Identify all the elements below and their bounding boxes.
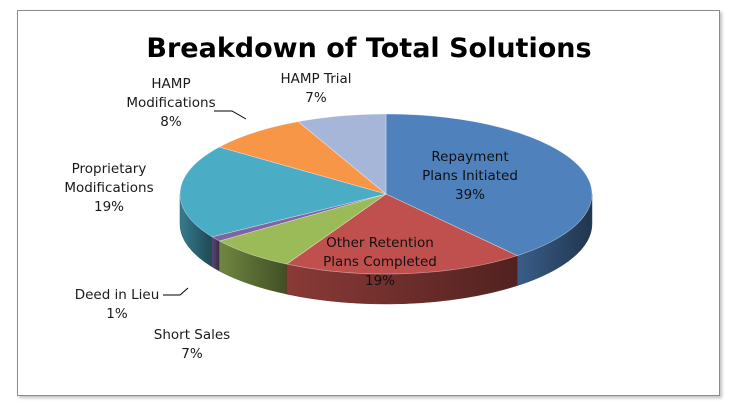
chart-title: Breakdown of Total Solutions xyxy=(146,33,591,64)
pie-tops xyxy=(179,113,593,275)
slice-name-label: Repayment xyxy=(431,149,508,165)
leader-line xyxy=(214,110,247,120)
pie-slice xyxy=(297,113,387,195)
slice-name-label: HAMP Trial xyxy=(280,71,351,87)
pie-slice xyxy=(286,193,519,275)
slice-side xyxy=(211,236,220,272)
pie-slice xyxy=(385,113,593,256)
pie-chart: Breakdown of Total Solutions Repayment Pl… xyxy=(64,33,593,362)
slice-percent-label: 19% xyxy=(94,199,124,215)
slice-percent-label: 39% xyxy=(455,187,485,203)
slice-name-label: Deed in Lieu xyxy=(75,287,160,303)
leader-line xyxy=(163,287,189,296)
slice-name-label: Modifications xyxy=(126,95,215,111)
slice-percent-label: 7% xyxy=(181,346,203,362)
slice-percent-label: 1% xyxy=(106,306,128,322)
slice-percent-label: 19% xyxy=(365,273,395,289)
slice-name-label: Short Sales xyxy=(154,327,230,343)
slice-name-label: Other Retention xyxy=(326,235,434,251)
chart-frame: Breakdown of Total Solutions Repayment Pl… xyxy=(17,10,720,396)
slice-name-label: Plans Completed xyxy=(323,254,437,270)
pie-slice xyxy=(218,121,387,195)
leader-lines xyxy=(163,110,247,296)
slice-name-label: Plans Initiated xyxy=(422,168,518,184)
pie-slice xyxy=(179,146,388,238)
pie-sides xyxy=(179,193,593,305)
slice-name-label: Proprietary xyxy=(72,161,147,177)
slice-percent-label: 7% xyxy=(305,90,327,106)
data-labels: Repayment Plans Initiated 39% Other Retenti… xyxy=(64,71,518,362)
slice-percent-label: 8% xyxy=(160,114,182,130)
slice-name-label: HAMP xyxy=(151,76,190,92)
slice-name-label: Modifications xyxy=(64,180,153,196)
